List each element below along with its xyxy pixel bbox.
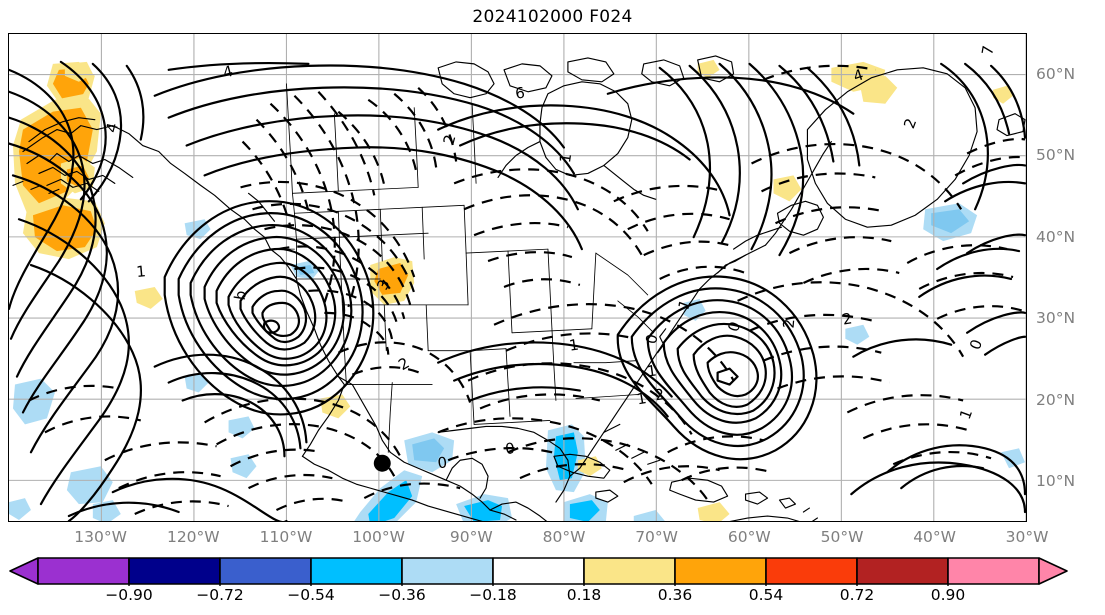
lat-tick-20n: 20°N (1036, 390, 1076, 409)
cb-tick-m018: −0.18 (469, 586, 517, 604)
cb-seg-1 (128, 557, 221, 585)
svg-text:b: b (231, 289, 250, 301)
svg-text:2: 2 (440, 133, 460, 147)
cb-tick-p090: 0.90 (930, 586, 966, 604)
lon-tick-60w: 60°W (727, 528, 771, 546)
svg-text:0: 0 (724, 319, 744, 334)
svg-text:0: 0 (437, 453, 448, 472)
svg-text:4: 4 (221, 62, 235, 82)
colorbar (0, 556, 1105, 586)
lat-tick-40n: 40°N (1036, 227, 1076, 246)
cb-seg-5 (492, 557, 585, 585)
svg-text:2: 2 (841, 309, 854, 328)
svg-text:0: 0 (642, 333, 662, 346)
cb-tick-m036: −0.36 (378, 586, 426, 604)
lat-tick-60n: 60°N (1036, 64, 1076, 83)
lon-tick-80w: 80°W (542, 528, 586, 546)
cb-extend-low (9, 557, 39, 585)
lon-tick-30w: 30°W (1005, 528, 1049, 546)
lon-tick-90w: 90°W (449, 528, 493, 546)
cb-extend-high (1038, 557, 1068, 585)
cb-tick-p018: 0.18 (566, 586, 602, 604)
lat-tick-50n: 50°N (1036, 146, 1076, 165)
cb-tick-p072: 0.72 (839, 586, 875, 604)
coastline-layer (12, 55, 1026, 521)
cb-seg-6 (583, 557, 676, 585)
map-canvas: 4 3 6 1 4 2 4 7 1 b 0 1 2 0 2 2 1 (9, 34, 1026, 521)
svg-text:0: 0 (966, 337, 986, 352)
lon-tick-70w: 70°W (635, 528, 678, 546)
svg-text:1: 1 (556, 152, 575, 164)
cb-tick-p036: 0.36 (657, 586, 693, 604)
svg-text:1: 1 (568, 336, 580, 355)
lon-tick-40w: 40°W (913, 528, 956, 546)
svg-text:1: 1 (956, 407, 976, 422)
contours-solid (9, 60, 1026, 521)
svg-text:2: 2 (653, 385, 666, 404)
lon-tick-100w: 100°W (352, 528, 405, 546)
cb-seg-9 (856, 557, 949, 585)
lon-tick-50w: 50°W (820, 528, 864, 546)
svg-text:4: 4 (102, 121, 122, 135)
lat-tick-10n: 10°N (1036, 472, 1076, 491)
page-title: 2024102000 F024 (472, 7, 633, 27)
contours-dashed (28, 64, 1026, 516)
svg-text:2: 2 (900, 116, 920, 131)
svg-text:2: 2 (779, 318, 798, 329)
colorbar-canvas (9, 557, 1068, 586)
lon-tick-110w: 110°W (259, 528, 313, 546)
lon-tick-130w: 130°W (74, 528, 127, 546)
cb-seg-8 (765, 557, 858, 585)
svg-text:1: 1 (646, 361, 658, 380)
svg-text:6: 6 (514, 84, 526, 103)
svg-text:2: 2 (395, 354, 412, 374)
cb-seg-0 (37, 557, 130, 585)
cb-seg-4 (401, 557, 494, 585)
cb-seg-7 (674, 557, 767, 585)
map-panel: 4 3 6 1 4 2 4 7 1 b 0 1 2 0 2 2 1 (8, 33, 1027, 522)
cb-tick-p054: 0.54 (748, 586, 784, 604)
lon-tick-120w: 120°W (166, 528, 220, 546)
cb-seg-3 (310, 557, 403, 585)
cb-seg-10 (947, 557, 1040, 585)
cb-seg-2 (219, 557, 312, 585)
svg-text:1: 1 (635, 389, 648, 408)
storm-center-marker (373, 454, 391, 472)
svg-text:1: 1 (136, 262, 147, 281)
svg-text:0: 0 (504, 439, 516, 458)
lat-tick-30n: 30°N (1036, 309, 1076, 328)
cb-tick-m090: −0.90 (105, 586, 153, 604)
cb-tick-m072: −0.72 (196, 586, 244, 604)
svg-text:7: 7 (978, 44, 997, 56)
cb-tick-m054: −0.54 (287, 586, 335, 604)
